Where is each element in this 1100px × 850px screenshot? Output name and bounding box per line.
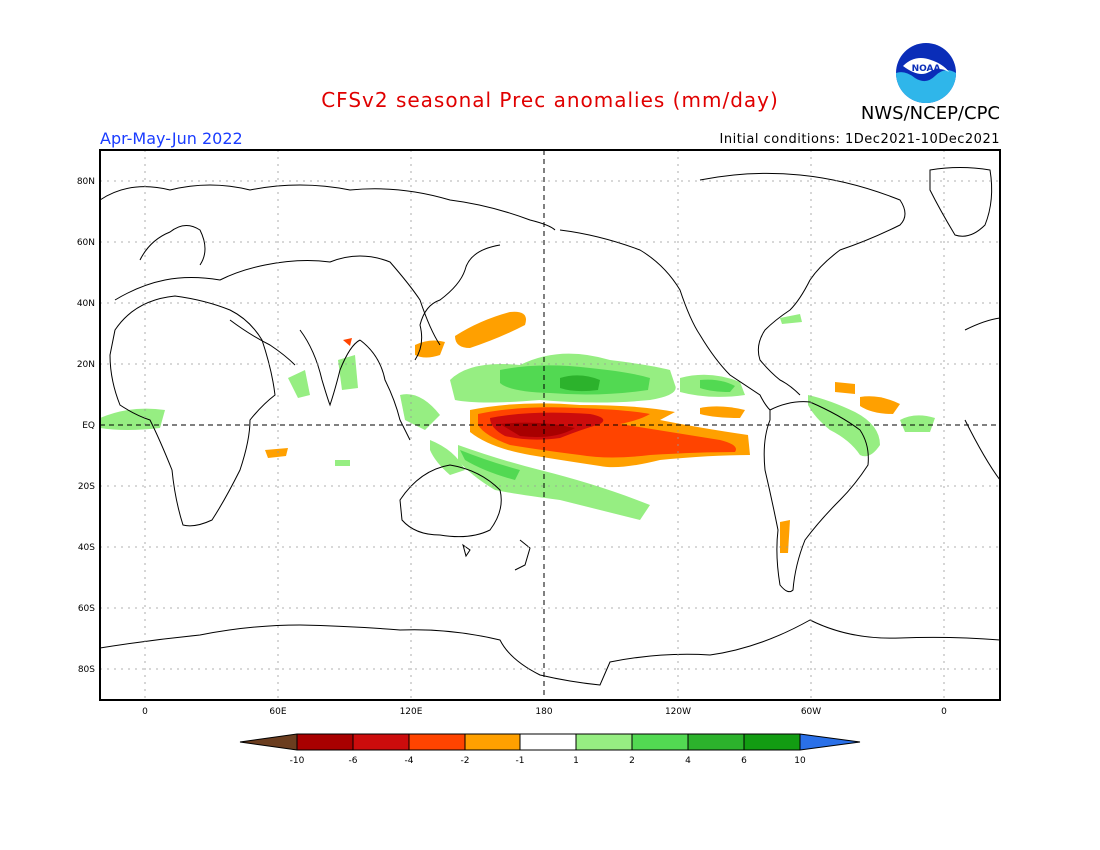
colorbar-tick-label: 1 [573,756,579,766]
season-label: Apr-May-Jun 2022 [100,129,243,148]
lat-label: 60N [77,238,95,248]
colorbar-segment [688,734,744,750]
colorbar: -10 -6 -4 -2 -1 1 2 4 6 10 [239,733,861,766]
colorbar-segment [632,734,688,750]
colorbar-segment [520,734,576,750]
lon-label: 60W [801,707,821,717]
longitude-axis: 0 60E 120E 180 120W 60W 0 [142,707,947,717]
latitude-axis: 80N 60N 40N 20N EQ 20S 40S 60S 80S [77,177,95,675]
chart-title: CFSv2 seasonal Prec anomalies (mm/day) [321,88,779,112]
colorbar-segment [465,734,520,750]
colorbar-segment [409,734,465,750]
colorbar-segment [297,734,353,750]
lat-label: EQ [82,421,95,431]
lon-label: 120W [665,707,691,717]
anomaly-shading [100,311,935,553]
lat-label: 20N [77,360,95,370]
map-frame [99,149,1001,701]
colorbar-tick-label: -10 [290,756,305,766]
lat-label: 40N [77,299,95,309]
colorbar-tick-label: -6 [349,756,358,766]
colorbar-tick-label: 6 [741,756,747,766]
anomaly-region [900,415,935,432]
anomaly-region [458,445,650,520]
anomaly-region [700,379,735,392]
colorbar-tick-label: 10 [794,756,806,766]
anomaly-region [780,314,802,324]
colorbar-high-arrow [800,734,860,750]
anomaly-region [338,355,358,390]
colorbar-tick-label: -2 [461,756,470,766]
anomaly-region [343,338,352,346]
lon-label: 180 [535,707,552,717]
lon-label: 60E [269,707,286,717]
anomaly-region [100,408,165,430]
anomaly-region [780,520,790,553]
lon-label: 0 [142,707,148,717]
anomaly-region [460,450,520,480]
lon-label: 0 [941,707,947,717]
anomaly-region [500,422,575,437]
reference-lines [100,150,1000,700]
colorbar-segment [353,734,409,750]
anomaly-region [835,382,855,394]
colorbar-tick-label: 4 [685,756,691,766]
anomaly-region [288,370,310,398]
agency-label: NWS/NCEP/CPC [860,103,1000,124]
lat-label: 20S [78,482,95,492]
anomaly-region [860,396,900,414]
colorbar-segment [576,734,632,750]
anomaly-region [700,406,745,418]
anomaly-region [808,395,880,457]
noaa-logo: NOAA [896,43,956,103]
anomaly-region [560,375,600,392]
colorbar-segment [744,734,800,750]
lat-label: 60S [78,604,95,614]
lon-label: 120E [400,707,423,717]
anomaly-region [455,311,526,348]
colorbar-low-arrow [240,734,297,750]
anomaly-region [335,460,350,466]
lat-label: 40S [78,543,95,553]
svg-text:NOAA: NOAA [912,64,941,74]
anomaly-region [265,448,288,458]
colorbar-tick-label: -4 [405,756,414,766]
anomaly-region [415,340,445,358]
initial-conditions-label: Initial conditions: 1Dec2021-10Dec2021 [719,132,1000,147]
colorbar-tick-label: 2 [629,756,635,766]
colorbar-tick-label: -1 [516,756,525,766]
coastlines [99,167,1001,686]
lat-label: 80N [77,177,95,187]
lat-label: 80S [78,665,95,675]
anomaly-region [400,394,440,430]
